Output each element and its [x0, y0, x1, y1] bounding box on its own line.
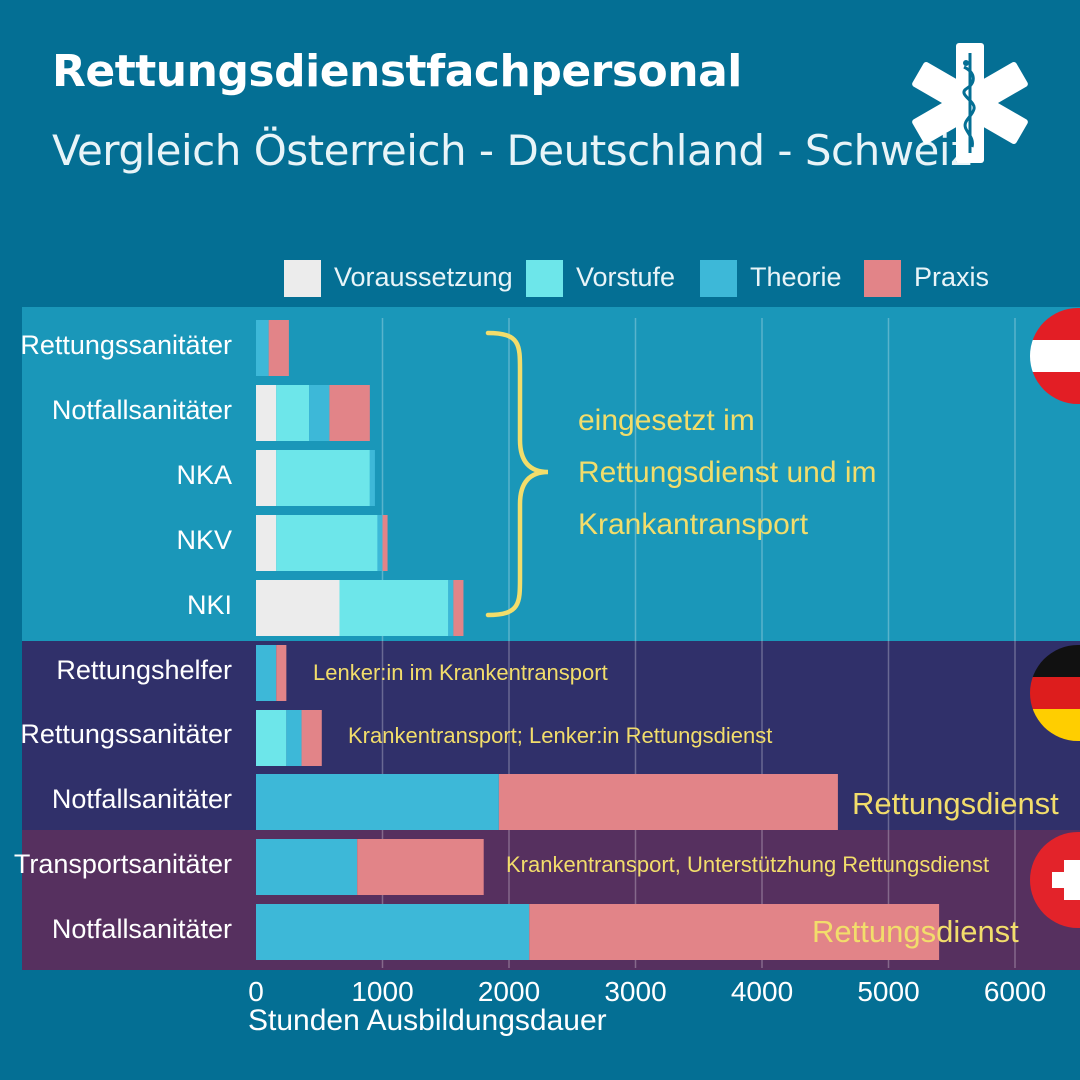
x-tick-label: 0 — [248, 976, 264, 1007]
x-tick-label: 2000 — [477, 976, 541, 1007]
bar-segment-vorstufe — [256, 710, 287, 766]
bar-segment-theorie — [448, 580, 454, 636]
legend-label: Praxis — [914, 262, 990, 292]
legend-label: Vorstufe — [576, 262, 676, 292]
bar-segment-theorie — [286, 710, 302, 766]
y-label: NKI — [186, 590, 232, 620]
bar-segment-voraussetzung — [256, 515, 277, 571]
bar-segment-praxis — [301, 710, 322, 766]
y-label: Rettungshelfer — [56, 655, 232, 685]
annotation-de-rettungshelfer: Lenker:in im Krankentransport — [313, 660, 608, 685]
bar-segment-praxis — [268, 320, 289, 376]
bar-segment-vorstufe — [276, 515, 378, 571]
page-subtitle: Vergleich Österreich - Deutschland - Sch… — [52, 126, 972, 175]
bar-segment-vorstufe — [276, 450, 370, 506]
legend-swatch — [864, 260, 901, 297]
bar-segment-praxis — [329, 385, 370, 441]
y-label: NKA — [176, 460, 232, 490]
bar-segment-theorie — [377, 515, 383, 571]
y-label: Notfallsanitäter — [51, 914, 232, 944]
x-axis-label: Stunden Ausbildungsdauer — [248, 1004, 607, 1037]
bar-segment-theorie — [256, 645, 277, 701]
bar-segment-praxis — [453, 580, 464, 636]
bar-segment-vorstufe — [339, 580, 449, 636]
band-austria — [22, 307, 1080, 641]
bar-segment-theorie — [369, 450, 375, 506]
bar-segment-theorie — [256, 320, 269, 376]
curly-brace — [485, 330, 549, 618]
annotation-austria-line2: Rettungsdienst und im — [578, 456, 877, 489]
bar-segment-praxis — [529, 904, 940, 960]
bar-segment-theorie — [256, 904, 530, 960]
annotation-ch-notfallsanitaeter: Rettungsdienst — [812, 914, 1019, 949]
switzerland-flag-icon — [1030, 832, 1080, 928]
annotation-ch-transportsanitaeter: Krankentransport, Unterstützhung Rettung… — [506, 852, 990, 877]
bar-segment-praxis — [357, 839, 484, 895]
legend-label: Voraussetzung — [334, 262, 513, 292]
legend-swatch — [526, 260, 563, 297]
bar-segment-theorie — [256, 839, 358, 895]
bar-segment-praxis — [498, 774, 838, 830]
y-label: Rettungssanitäter — [20, 330, 232, 360]
bar-segment-voraussetzung — [256, 385, 277, 441]
annotation-austria-line1: eingesetzt im — [578, 404, 755, 437]
bar-segment-theorie — [256, 774, 499, 830]
bar-segment-vorstufe — [276, 385, 310, 441]
y-label: Notfallsanitäter — [51, 784, 232, 814]
page-title: Rettungsdienstfachpersonal — [52, 46, 742, 97]
x-tick-label: 4000 — [730, 976, 794, 1007]
legend-swatch — [700, 260, 737, 297]
bar-segment-praxis — [382, 515, 388, 571]
legend-swatch — [284, 260, 321, 297]
annotation-de-rettungssanitaeter: Krankentransport; Lenker:in Rettungsdien… — [348, 723, 773, 748]
x-tick-label: 5000 — [857, 976, 920, 1007]
x-tick-label: 6000 — [983, 976, 1047, 1007]
y-label: NKV — [176, 525, 232, 555]
x-tick-label: 1000 — [351, 976, 414, 1007]
y-label: Notfallsanitäter — [51, 395, 232, 425]
legend-label: Theorie — [750, 262, 842, 292]
annotation-de-notfallsanitaeter: Rettungsdienst — [852, 786, 1059, 821]
y-label: Rettungssanitäter — [20, 719, 232, 749]
star-of-life-icon — [912, 43, 1028, 163]
annotation-austria-line3: Krankantransport — [578, 508, 809, 541]
bar-segment-praxis — [276, 645, 287, 701]
x-tick-label: 3000 — [604, 976, 667, 1007]
bar-segment-voraussetzung — [256, 450, 277, 506]
bar-segment-voraussetzung — [256, 580, 340, 636]
bar-segment-theorie — [309, 385, 330, 441]
y-label: Transportsanitäter — [13, 849, 232, 879]
